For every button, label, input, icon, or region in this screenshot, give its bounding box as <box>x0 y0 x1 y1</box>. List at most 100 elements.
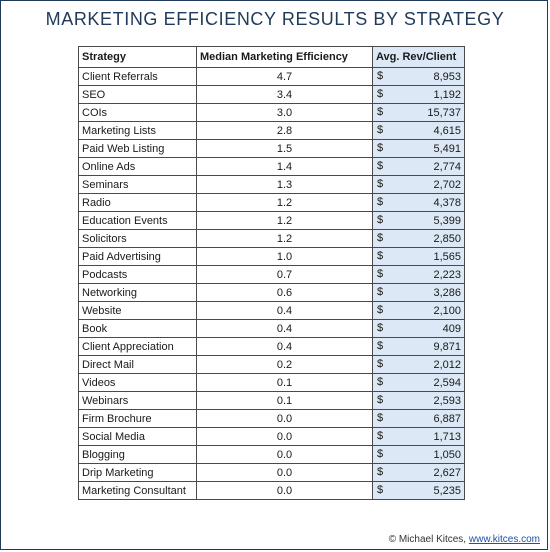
revenue-value: 2,850 <box>433 232 461 245</box>
cell-avg-revenue: $2,594 <box>372 373 465 392</box>
currency-symbol: $ <box>377 340 384 352</box>
cell-avg-revenue: $1,713 <box>372 427 465 446</box>
currency-symbol: $ <box>377 376 384 388</box>
cell-avg-revenue: $3,286 <box>372 283 465 302</box>
table-row: Seminars 1.3 $2,702 <box>78 175 465 194</box>
cell-avg-revenue: $2,100 <box>372 301 465 320</box>
cell-avg-revenue: $5,491 <box>372 139 465 158</box>
cell-avg-revenue: $2,774 <box>372 157 465 176</box>
cell-strategy: Blogging <box>78 445 197 464</box>
table-row: Drip Marketing 0.0 $2,627 <box>78 463 465 482</box>
table-row: Solicitors 1.2 $2,850 <box>78 229 465 248</box>
revenue-value: 5,235 <box>433 484 461 497</box>
cell-avg-revenue: $1,192 <box>372 85 465 104</box>
table-row: Book 0.4 $409 <box>78 319 465 338</box>
header-median-efficiency: Median Marketing Efficiency <box>196 46 373 68</box>
cell-median-efficiency: 0.0 <box>196 463 373 482</box>
currency-symbol: $ <box>377 232 384 244</box>
currency-symbol: $ <box>377 196 384 208</box>
credit-link[interactable]: www.kitces.com <box>468 534 540 545</box>
cell-strategy: Drip Marketing <box>78 463 197 482</box>
revenue-value: 2,774 <box>433 160 461 173</box>
cell-median-efficiency: 1.3 <box>196 175 373 194</box>
cell-median-efficiency: 3.0 <box>196 103 373 122</box>
currency-symbol: $ <box>377 322 384 334</box>
revenue-value: 2,100 <box>433 304 461 317</box>
cell-median-efficiency: 0.4 <box>196 301 373 320</box>
cell-avg-revenue: $6,887 <box>372 409 465 428</box>
revenue-value: 1,713 <box>433 430 461 443</box>
cell-avg-revenue: $2,593 <box>372 391 465 410</box>
currency-symbol: $ <box>377 70 384 82</box>
revenue-value: 1,192 <box>433 88 461 101</box>
table-row: Client Referrals 4.7 $8,953 <box>78 67 465 86</box>
table-row: Firm Brochure 0.0 $6,887 <box>78 409 465 428</box>
table-row: Paid Advertising 1.0 $1,565 <box>78 247 465 266</box>
cell-strategy: Education Events <box>78 211 197 230</box>
cell-avg-revenue: $409 <box>372 319 465 338</box>
currency-symbol: $ <box>377 88 384 100</box>
table-body: Client Referrals 4.7 $8,953 SEO 3.4 $1,192 COI… <box>78 67 465 500</box>
currency-symbol: $ <box>377 214 384 226</box>
cell-strategy: Marketing Consultant <box>78 481 197 500</box>
cell-avg-revenue: $4,615 <box>372 121 465 140</box>
cell-strategy: Radio <box>78 193 197 212</box>
currency-symbol: $ <box>377 124 384 136</box>
cell-median-efficiency: 0.0 <box>196 409 373 428</box>
cell-median-efficiency: 1.2 <box>196 229 373 248</box>
cell-avg-revenue: $4,378 <box>372 193 465 212</box>
cell-median-efficiency: 1.2 <box>196 211 373 230</box>
table-row: Social Media 0.0 $1,713 <box>78 427 465 446</box>
cell-strategy: Paid Web Listing <box>78 139 197 158</box>
revenue-value: 2,593 <box>433 394 461 407</box>
table-row: Webinars 0.1 $2,593 <box>78 391 465 410</box>
table-row: Direct Mail 0.2 $2,012 <box>78 355 465 374</box>
cell-strategy: Firm Brochure <box>78 409 197 428</box>
revenue-value: 3,286 <box>433 286 461 299</box>
cell-strategy: Networking <box>78 283 197 302</box>
currency-symbol: $ <box>377 430 384 442</box>
credit-author: © Michael Kitces, <box>388 534 467 545</box>
cell-avg-revenue: $2,223 <box>372 265 465 284</box>
cell-strategy: Client Referrals <box>78 67 197 86</box>
cell-median-efficiency: 0.4 <box>196 319 373 338</box>
cell-strategy: SEO <box>78 85 197 104</box>
cell-median-efficiency: 1.0 <box>196 247 373 266</box>
table-row: Networking 0.6 $3,286 <box>78 283 465 302</box>
cell-strategy: Online Ads <box>78 157 197 176</box>
currency-symbol: $ <box>377 466 384 478</box>
revenue-value: 4,378 <box>433 196 461 209</box>
revenue-value: 2,223 <box>433 268 461 281</box>
currency-symbol: $ <box>377 412 384 424</box>
currency-symbol: $ <box>377 448 384 460</box>
currency-symbol: $ <box>377 394 384 406</box>
credit-line: © Michael Kitces, www.kitces.com <box>389 534 540 545</box>
cell-avg-revenue: $2,012 <box>372 355 465 374</box>
cell-median-efficiency: 4.7 <box>196 67 373 86</box>
cell-median-efficiency: 0.2 <box>196 355 373 374</box>
cell-strategy: Paid Advertising <box>78 247 197 266</box>
table-row: Videos 0.1 $2,594 <box>78 373 465 392</box>
table-row: Client Appreciation 0.4 $9,871 <box>78 337 465 356</box>
page-title: MARKETING EFFICIENCY RESULTS BY STRATEGY <box>45 9 505 29</box>
currency-symbol: $ <box>377 484 384 496</box>
revenue-value: 6,887 <box>433 412 461 425</box>
cell-avg-revenue: $9,871 <box>372 337 465 356</box>
currency-symbol: $ <box>377 286 384 298</box>
table-row: Education Events 1.2 $5,399 <box>78 211 465 230</box>
revenue-value: 8,953 <box>433 70 461 83</box>
cell-median-efficiency: 0.0 <box>196 445 373 464</box>
revenue-value: 4,615 <box>433 124 461 137</box>
cell-median-efficiency: 1.2 <box>196 193 373 212</box>
table-row: Marketing Lists 2.8 $4,615 <box>78 121 465 140</box>
cell-strategy: Marketing Lists <box>78 121 197 140</box>
currency-symbol: $ <box>377 268 384 280</box>
cell-median-efficiency: 0.0 <box>196 427 373 446</box>
currency-symbol: $ <box>377 304 384 316</box>
table-row: Podcasts 0.7 $2,223 <box>78 265 465 284</box>
cell-median-efficiency: 0.0 <box>196 481 373 500</box>
cell-avg-revenue: $1,050 <box>372 445 465 464</box>
revenue-value: 5,399 <box>433 214 461 227</box>
currency-symbol: $ <box>377 106 384 118</box>
